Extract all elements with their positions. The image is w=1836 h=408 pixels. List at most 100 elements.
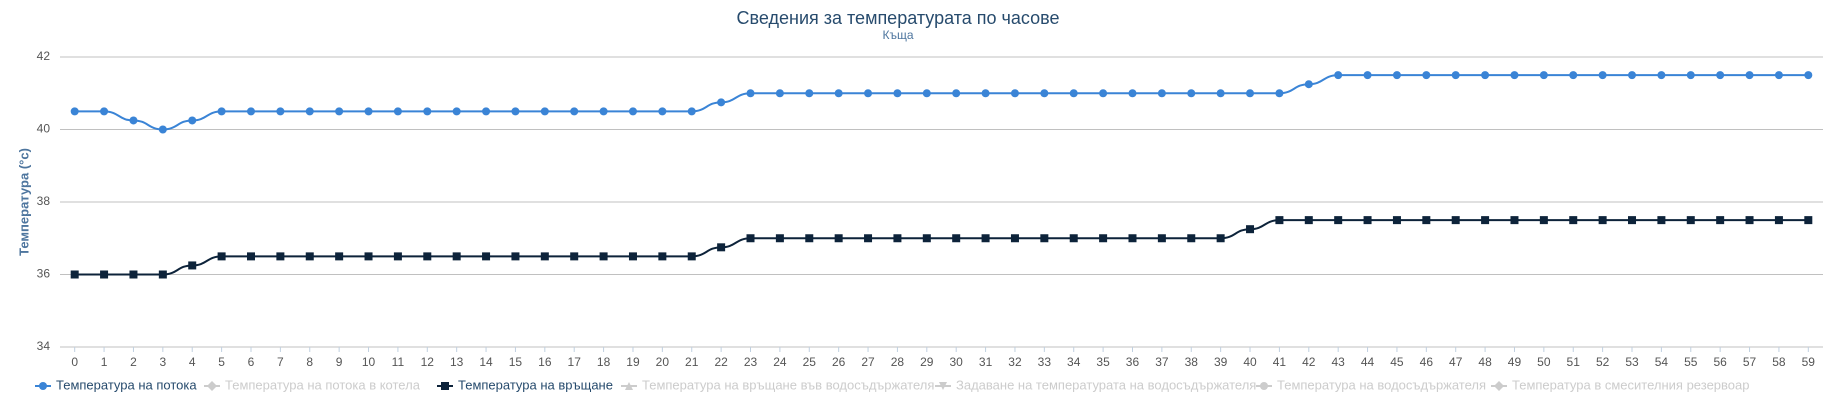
x-tick-label: 51 <box>1567 355 1581 369</box>
x-tick-label: 4 <box>189 355 196 369</box>
data-point <box>364 252 373 261</box>
x-tick-label: 31 <box>979 355 993 369</box>
data-point <box>1304 80 1313 89</box>
data-point <box>775 89 784 98</box>
legend-label: Задаване на температурата на водосъдържа… <box>956 377 1256 392</box>
x-tick-label: 23 <box>744 355 758 369</box>
data-point <box>482 107 491 116</box>
legend-marker <box>625 382 633 390</box>
data-point <box>217 107 226 116</box>
data-point <box>834 234 843 243</box>
y-tick-label: 36 <box>37 267 51 281</box>
legend-item[interactable]: Температура на потока в котела <box>204 377 421 392</box>
x-tick-label: 24 <box>773 355 787 369</box>
data-point <box>1275 216 1284 225</box>
data-point <box>393 107 402 116</box>
legend-item[interactable]: Температура на връщане <box>437 377 613 392</box>
x-tick-label: 43 <box>1331 355 1345 369</box>
legend-marker <box>1494 381 1504 391</box>
data-point <box>1304 216 1313 225</box>
data-point <box>1657 216 1666 225</box>
x-tick-label: 34 <box>1067 355 1081 369</box>
data-point <box>1246 225 1255 234</box>
data-point <box>1686 216 1695 225</box>
data-point <box>1481 71 1490 80</box>
data-point <box>511 252 520 261</box>
data-point <box>1628 216 1637 225</box>
data-point <box>1539 216 1548 225</box>
data-point <box>1363 216 1372 225</box>
x-tick-label: 21 <box>685 355 699 369</box>
data-point <box>1128 234 1137 243</box>
y-tick-label: 40 <box>37 122 51 136</box>
x-tick-label: 15 <box>509 355 523 369</box>
x-tick-label: 28 <box>891 355 905 369</box>
legend-item[interactable]: Температура на потока <box>35 377 197 392</box>
x-tick-label: 19 <box>626 355 640 369</box>
x-tick-label: 52 <box>1596 355 1610 369</box>
legend-item[interactable]: Температура в смесителния резервоар <box>1491 377 1749 392</box>
data-point <box>452 107 461 116</box>
x-tick-label: 58 <box>1772 355 1786 369</box>
data-point <box>1657 71 1666 80</box>
chart-title: Сведения за температурата по часове <box>737 8 1060 28</box>
x-tick-label: 33 <box>1038 355 1052 369</box>
data-point <box>1745 71 1754 80</box>
chart-subtitle: Къща <box>882 28 913 42</box>
x-tick-label: 40 <box>1243 355 1257 369</box>
data-point <box>217 252 226 261</box>
x-tick-label: 57 <box>1743 355 1757 369</box>
data-point <box>276 107 285 116</box>
data-point <box>1686 71 1695 80</box>
legend-marker <box>939 382 947 390</box>
data-point <box>393 252 402 261</box>
data-point <box>746 89 755 98</box>
data-point <box>922 89 931 98</box>
data-point <box>922 234 931 243</box>
data-point <box>628 252 637 261</box>
x-tick-label: 25 <box>803 355 817 369</box>
data-point <box>1716 71 1725 80</box>
data-point <box>599 107 608 116</box>
x-tick-label: 13 <box>450 355 464 369</box>
data-point <box>1598 71 1607 80</box>
data-point <box>834 89 843 98</box>
legend-marker <box>39 382 47 390</box>
x-tick-label: 6 <box>248 355 255 369</box>
data-point <box>864 234 873 243</box>
data-point <box>805 234 814 243</box>
x-tick-label: 55 <box>1684 355 1698 369</box>
data-point <box>1392 71 1401 80</box>
data-point <box>775 234 784 243</box>
data-point <box>540 107 549 116</box>
data-point <box>658 252 667 261</box>
data-point <box>1392 216 1401 225</box>
data-point <box>1187 89 1196 98</box>
data-point <box>1099 234 1108 243</box>
data-point <box>1099 89 1108 98</box>
x-tick-label: 11 <box>392 355 405 369</box>
data-point <box>1422 216 1431 225</box>
data-point <box>1157 234 1166 243</box>
x-tick-label: 27 <box>861 355 875 369</box>
data-point <box>1363 71 1372 80</box>
data-point <box>158 125 167 134</box>
x-tick-label: 14 <box>479 355 493 369</box>
data-point <box>1804 216 1813 225</box>
series-line <box>74 74 1809 131</box>
legend-item[interactable]: Температура на връщане във водосъдържате… <box>621 377 934 392</box>
legend-marker <box>1260 382 1268 390</box>
legend-item[interactable]: Температура на водосъдържателя <box>1256 377 1486 392</box>
data-point <box>1246 89 1255 98</box>
data-point <box>981 89 990 98</box>
data-point <box>1275 89 1284 98</box>
x-tick-label: 16 <box>538 355 552 369</box>
y-axis-label: Температура (°c) <box>16 148 31 256</box>
legend-item[interactable]: Задаване на температурата на водосъдържа… <box>935 377 1256 392</box>
data-point <box>158 270 167 279</box>
y-tick-label: 34 <box>37 339 51 353</box>
x-tick-label: 42 <box>1302 355 1316 369</box>
x-tick-label: 2 <box>130 355 137 369</box>
x-tick-label: 9 <box>336 355 343 369</box>
x-tick-label: 41 <box>1273 355 1287 369</box>
